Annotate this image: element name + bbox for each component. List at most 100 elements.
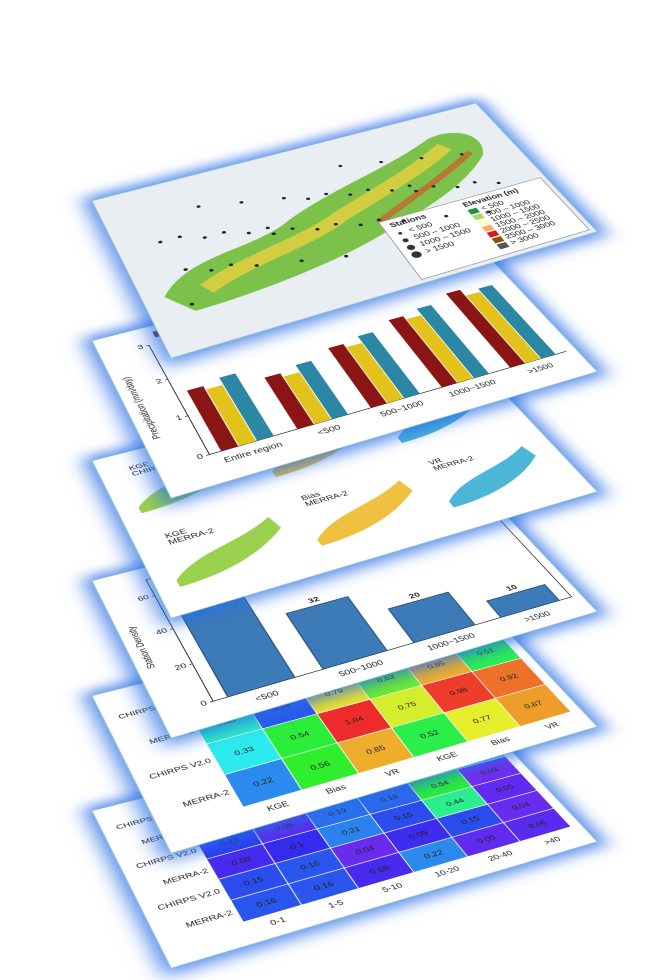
- column-label: KGE: [435, 750, 461, 763]
- bar: [206, 385, 257, 446]
- cell-label: 0.52: [418, 729, 441, 741]
- bar: [283, 372, 332, 425]
- station: [400, 218, 407, 223]
- cell-label: 0.04: [510, 801, 533, 812]
- value-label: 20: [407, 591, 422, 600]
- y-axis-label: Station Density: [125, 625, 158, 670]
- cell-label: 0.54: [429, 779, 451, 789]
- value-label: 10: [504, 583, 520, 592]
- heat-cell: [298, 672, 370, 714]
- column-label: 1-5: [327, 898, 347, 910]
- y-tick-label: 1: [174, 413, 184, 422]
- row-label: MERRA-2: [184, 909, 235, 930]
- cell-label: 0.77: [471, 714, 494, 725]
- cell-label: 1.04: [343, 715, 366, 726]
- bar: [286, 597, 387, 670]
- map-layer: Elevation (m) < 500 500 – 1000 1000 – 1500 1…: [91, 102, 598, 359]
- column-label: KGE: [265, 799, 292, 813]
- x-tick-label: >1500: [522, 610, 553, 624]
- bar: [406, 315, 474, 383]
- cell-label: 0.13: [218, 836, 241, 848]
- bar: [388, 592, 475, 643]
- cell-label: 0.54: [289, 730, 312, 742]
- y-tick-label: 20: [173, 662, 189, 672]
- bar: [264, 373, 314, 430]
- heat-cell: [496, 684, 571, 727]
- cell-label: 0.63: [375, 673, 397, 684]
- cell-label: 0.15: [459, 815, 482, 826]
- legend-swatch: [467, 207, 481, 215]
- column-label: Bias: [324, 783, 348, 796]
- cell-label: 0.21: [340, 825, 363, 836]
- station: [376, 218, 382, 222]
- station: [485, 210, 492, 214]
- cell-label: 0.03: [479, 766, 501, 776]
- heat-cell: [317, 699, 391, 743]
- cell-label: 0.04: [354, 844, 377, 856]
- heat-cell: [392, 713, 468, 757]
- bar: [295, 360, 349, 420]
- bar: [487, 584, 560, 617]
- precip-layer: Precipitation (mm/day) 0 1 2 3 Entire region <…: [91, 242, 598, 499]
- cell-label: 0.87: [522, 699, 545, 710]
- metric-label: VR: [427, 457, 444, 467]
- cell-label: 0.92: [498, 672, 520, 683]
- bar: [328, 344, 387, 408]
- cell-label: 0.75: [396, 700, 419, 711]
- column-label: Bias: [489, 735, 512, 747]
- bar: [466, 291, 541, 364]
- row-label: MERRA-2: [161, 867, 210, 886]
- x-tick-label: >1500: [525, 362, 556, 376]
- y-tick-label: 0: [199, 699, 210, 708]
- bar: [219, 373, 274, 441]
- y-tick-label: 40: [154, 627, 169, 637]
- bar: [478, 285, 556, 359]
- heat-cell: [444, 698, 520, 742]
- y-tick-label: 2: [155, 377, 165, 385]
- cell-label: 0.51: [475, 647, 497, 657]
- heatmap-layer-2: CHIRPS V2.00.060.10.450.170.020.23MERRA-…: [91, 712, 598, 969]
- mini-map: [159, 515, 298, 587]
- cell-label: 0.15: [393, 811, 416, 822]
- tick: [206, 455, 209, 456]
- heatmap-2: CHIRPS V2.00.060.10.450.170.020.23MERRA-…: [115, 724, 571, 930]
- bar: [416, 304, 490, 378]
- row-label: CHIRPS V2.0: [135, 847, 199, 870]
- heat-cell: [250, 810, 317, 844]
- cell-label: 0.85: [426, 660, 448, 670]
- legend-box: [379, 178, 590, 280]
- mini-map: [426, 444, 557, 508]
- column-label: 0-1: [269, 915, 289, 927]
- column-label: 10-20: [433, 865, 463, 879]
- y-tick-label: 0: [195, 452, 205, 461]
- metric-label: KGE: [128, 460, 152, 472]
- cell-label: 0.44: [444, 797, 466, 808]
- cell-label: 0.06: [526, 819, 549, 830]
- cell-label: 0.79: [323, 687, 345, 698]
- row-label: CHIRPS V2.0: [156, 887, 222, 912]
- land: [122, 127, 543, 317]
- row-label: CHIRPS V2.0: [148, 757, 214, 781]
- column-label: VR: [383, 767, 401, 778]
- legend-swatch: [476, 218, 490, 226]
- bar: [346, 342, 404, 403]
- column-label: VR: [543, 721, 561, 731]
- column-label: 20-40: [486, 849, 515, 863]
- cell-label: 0.06: [273, 821, 296, 832]
- value-label: 32: [306, 595, 321, 604]
- metric-label: Bias: [299, 491, 322, 503]
- x-tick-label: <500: [253, 689, 281, 703]
- row-label: MERRA-2: [181, 788, 232, 809]
- y-axis-label: Precipitation (mm/day): [120, 376, 163, 441]
- cell-label: 0.22: [422, 848, 446, 860]
- cell-label: 0.05: [475, 833, 498, 845]
- heat-cell: [263, 714, 337, 759]
- x-tick-label: <500: [316, 423, 343, 437]
- y-tick-label: 60: [136, 594, 151, 603]
- heat-cell: [244, 686, 317, 729]
- cell-label: 0.19: [326, 807, 349, 818]
- y-tick-label: 3: [136, 343, 145, 351]
- bar: [357, 332, 420, 399]
